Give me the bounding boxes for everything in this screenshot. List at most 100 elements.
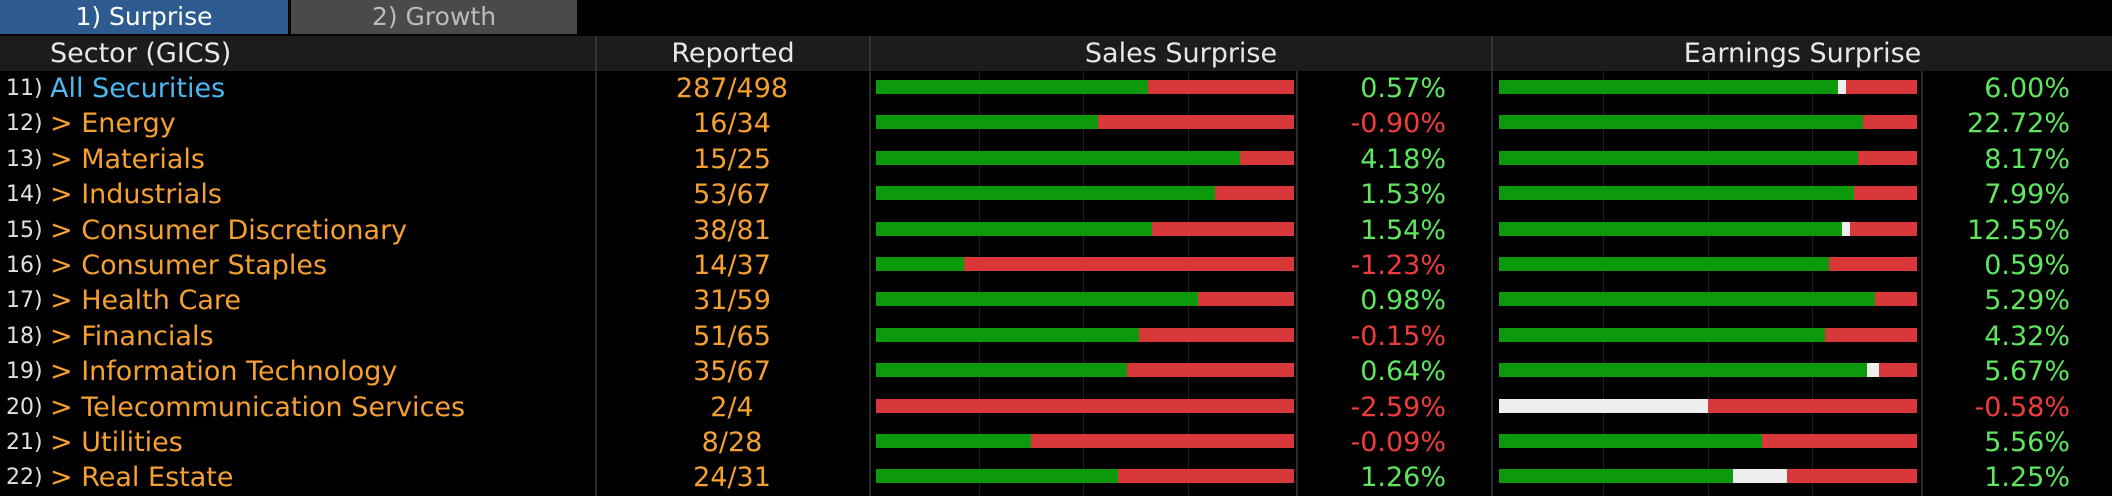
sector-name[interactable]: Consumer Staples (50, 248, 327, 283)
bar-segment (1499, 292, 1876, 307)
sales-surprise: 0.64% (1360, 356, 1446, 388)
earnings-surprise: 7.99% (1984, 179, 2070, 211)
table-row[interactable]: 19) Information Technology 35/67 0.64% 5.67% (0, 354, 2112, 389)
table-row[interactable]: 20) Telecommunication Services 2/4 -2.59% -0… (0, 390, 2112, 425)
bar-segment (1762, 434, 1917, 448)
bar-segment (1499, 327, 1826, 342)
reported-count: 24/31 (693, 462, 771, 494)
bar-segment (1214, 186, 1294, 201)
earnings-surprise: 8.17% (1984, 143, 2070, 175)
split-bar (1499, 150, 1917, 165)
sales-surprise: 0.98% (1360, 285, 1446, 317)
table-row[interactable]: 11) All Securities 287/498 0.57% 6.00% (0, 71, 2112, 106)
row-number: 17) (6, 288, 43, 314)
bar-segment (1841, 221, 1851, 236)
column-divider (869, 71, 871, 496)
bar-segment (1151, 221, 1294, 236)
earnings-surprise: 0.59% (1984, 250, 2070, 281)
table-row[interactable]: 17) Health Care 31/59 0.98% 5.29% (0, 283, 2112, 318)
sales-surprise: 1.53% (1360, 179, 1446, 211)
column-header[interactable]: Earnings Surprise (1491, 36, 2112, 71)
row-number: 18) (6, 323, 43, 349)
sector-name[interactable]: Real Estate (50, 460, 233, 495)
bar-segment (876, 292, 1198, 307)
sector-name[interactable]: All Securities (50, 73, 226, 104)
split-bar (876, 257, 1294, 271)
sales-surprise: -1.23% (1350, 250, 1446, 281)
bar-segment (1845, 80, 1917, 94)
split-bar (1499, 363, 1917, 378)
column-header[interactable]: Sector (GICS) (0, 36, 595, 71)
bar-segment (1875, 292, 1917, 307)
bar-segment (1139, 327, 1294, 342)
sector-name[interactable]: Materials (50, 142, 205, 177)
bar-segment (1030, 434, 1294, 448)
earnings-surprise: 4.32% (1984, 320, 2070, 352)
grid-line (1812, 71, 1813, 496)
reported-count: 16/34 (693, 108, 771, 140)
table-row[interactable]: 16) Consumer Staples 14/37 -1.23% 0.59% (0, 248, 2112, 283)
reported-count: 35/67 (693, 356, 771, 388)
column-header[interactable]: Reported (595, 36, 869, 71)
table-row[interactable]: 12) Energy 16/34 -0.90% 22.72% (0, 106, 2112, 141)
bar-segment (876, 469, 1119, 484)
split-bar (876, 469, 1294, 484)
reported-count: 38/81 (693, 214, 771, 246)
sector-name[interactable]: Consumer Discretionary (50, 213, 407, 248)
bar-segment (1837, 80, 1846, 94)
split-bar (876, 115, 1294, 130)
sector-name[interactable]: Financials (50, 319, 213, 354)
sales-surprise: -0.90% (1350, 108, 1446, 140)
sector-name[interactable]: Utilities (50, 425, 183, 460)
column-header[interactable]: Sales Surprise (869, 36, 1491, 71)
bar-segment (1499, 186, 1855, 201)
bar-segment (1499, 150, 1859, 165)
sector-name[interactable]: Telecommunication Services (50, 390, 465, 425)
row-number: 15) (6, 217, 43, 243)
split-bar (876, 434, 1294, 448)
table-row[interactable]: 21) Utilities 8/28 -0.09% 5.56% (0, 425, 2112, 460)
table-row[interactable]: 22) Real Estate 24/31 1.26% 1.25% (0, 460, 2112, 495)
bar-segment (876, 434, 1031, 448)
row-number: 19) (6, 359, 43, 385)
bar-segment (876, 115, 1098, 130)
reported-count: 2/4 (710, 391, 754, 423)
sector-name[interactable]: Energy (50, 106, 176, 141)
row-number: 16) (6, 253, 43, 278)
reported-count: 31/59 (693, 285, 771, 317)
reported-count: 51/65 (693, 320, 771, 352)
bar-segment (1118, 469, 1294, 484)
earnings-surprise: 6.00% (1984, 73, 2070, 104)
tab[interactable]: 1) Surprise (0, 0, 288, 34)
bar-segment (876, 363, 1127, 378)
grid-line (1603, 71, 1604, 496)
sector-name[interactable]: Industrials (50, 177, 222, 212)
column-divider (595, 71, 597, 496)
sales-surprise: -0.09% (1350, 427, 1446, 458)
table-row[interactable]: 13) Materials 15/25 4.18% 8.17% (0, 142, 2112, 177)
reported-count: 8/28 (701, 427, 763, 458)
table-row[interactable]: 18) Financials 51/65 -0.15% 4.32% (0, 319, 2112, 354)
bar-segment (1147, 80, 1294, 94)
split-bar (876, 80, 1294, 94)
row-number: 21) (6, 430, 43, 455)
split-bar (1499, 398, 1917, 413)
table-row[interactable]: 14) Industrials 53/67 1.53% 7.99% (0, 177, 2112, 212)
sector-name[interactable]: Health Care (50, 283, 241, 318)
split-bar (1499, 221, 1917, 236)
table-row[interactable]: 15) Consumer Discretionary 38/81 1.54% 12.55… (0, 213, 2112, 248)
bar-segment (876, 150, 1240, 165)
row-number: 11) (6, 76, 43, 101)
split-bar (1499, 186, 1917, 201)
bar-segment (1787, 469, 1917, 484)
bar-segment (1862, 115, 1917, 130)
bar-segment (1499, 363, 1867, 378)
row-number: 14) (6, 182, 43, 208)
tab[interactable]: 2) Growth (291, 0, 577, 34)
split-bar (1499, 292, 1917, 307)
bar-segment (1499, 257, 1830, 271)
grid-line (1083, 71, 1084, 496)
sector-name[interactable]: Information Technology (50, 354, 397, 389)
bar-segment (1825, 327, 1917, 342)
